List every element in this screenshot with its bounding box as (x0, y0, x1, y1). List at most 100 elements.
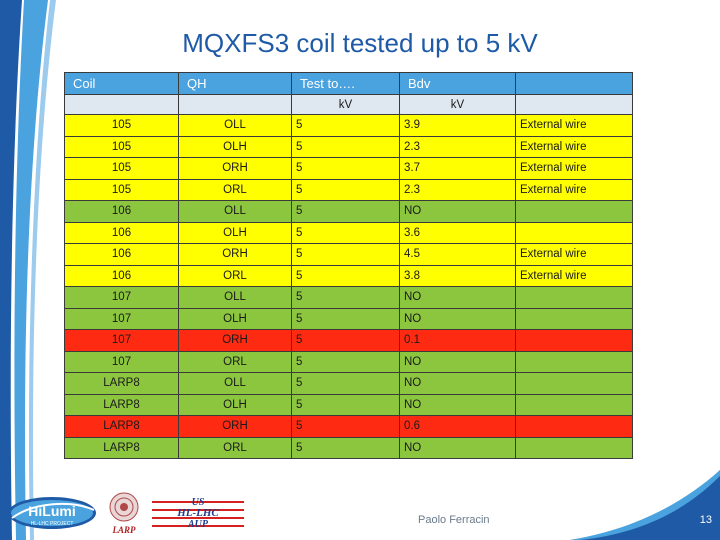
larp-logo: LARP (109, 492, 139, 535)
cell-coil: LARP8 (64, 393, 179, 416)
cell-note: External wire (515, 264, 633, 287)
hilumi-logo-text: HiLumi (28, 503, 75, 519)
cell-bdv: 3.8 (399, 264, 516, 287)
cell-test-to: 5 (291, 415, 400, 438)
table-row: LARP8 ORH 5 0.6 (64, 415, 633, 438)
cell-qh: ORL (178, 350, 292, 373)
cell-bdv: NO (399, 372, 516, 395)
header-test-to: Test to…. (291, 72, 400, 95)
coil-test-table: Coil QH Test to…. Bdv kV kV 105 OLL 5 3.9 Ex… (64, 72, 633, 459)
unit-qh (178, 94, 292, 115)
cell-qh: ORH (178, 415, 292, 438)
larp-logo-text: LARP (111, 525, 136, 535)
table-units-row: kV kV (64, 94, 633, 115)
cell-note (515, 415, 633, 438)
footer-author: Paolo Ferracin (418, 514, 490, 526)
table-row: 107 ORL 5 NO (64, 350, 633, 373)
cell-note (515, 436, 633, 459)
cell-test-to: 5 (291, 372, 400, 395)
table-row: LARP8 ORL 5 NO (64, 436, 633, 459)
us-hl-lhc-aup-logo: US HL-LHC AUP (152, 495, 244, 530)
slide-title: MQXFS3 coil tested up to 5 kV (182, 28, 538, 58)
cell-test-to: 5 (291, 436, 400, 459)
unit-coil (64, 94, 179, 115)
table-row: 106 ORH 5 4.5 External wire (64, 243, 633, 266)
cell-coil: 106 (64, 200, 179, 223)
table-row: 105 OLL 5 3.9 External wire (64, 114, 633, 137)
cell-note (515, 307, 633, 330)
cell-bdv: 2.3 (399, 178, 516, 201)
header-note (515, 72, 633, 95)
cell-qh: ORH (178, 157, 292, 180)
cell-note: External wire (515, 178, 633, 201)
cell-bdv: NO (399, 200, 516, 223)
cell-bdv: NO (399, 286, 516, 309)
cell-test-to: 5 (291, 221, 400, 244)
cell-qh: OLH (178, 307, 292, 330)
table-row: LARP8 OLL 5 NO (64, 372, 633, 395)
cell-coil: 107 (64, 350, 179, 373)
header-qh: QH (178, 72, 292, 95)
unit-note (515, 94, 633, 115)
cell-note (515, 329, 633, 352)
left-swoosh-decoration (0, 0, 56, 540)
page-number: 13 (699, 514, 712, 526)
cell-qh: OLL (178, 286, 292, 309)
table-body: 105 OLL 5 3.9 External wire 105 OLH 5 2.3 Externa… (64, 114, 633, 459)
unit-bdv: kV (399, 94, 516, 115)
cell-qh: OLH (178, 135, 292, 158)
cell-test-to: 5 (291, 329, 400, 352)
unit-test-to: kV (291, 94, 400, 115)
cell-test-to: 5 (291, 243, 400, 266)
cell-qh: ORH (178, 243, 292, 266)
corner-band-decoration (570, 470, 720, 540)
table-row: LARP8 OLH 5 NO (64, 393, 633, 416)
cell-qh: OLH (178, 393, 292, 416)
cell-coil: 106 (64, 221, 179, 244)
us-logo-line3: AUP (187, 519, 209, 530)
cell-test-to: 5 (291, 157, 400, 180)
cell-coil: 105 (64, 157, 179, 180)
cell-test-to: 5 (291, 114, 400, 137)
table-row: 107 OLL 5 NO (64, 286, 633, 309)
cell-coil: 105 (64, 114, 179, 137)
cell-test-to: 5 (291, 307, 400, 330)
hilumi-logo: HiLumi HL-LHC PROJECT (8, 497, 96, 529)
header-bdv: Bdv (399, 72, 516, 95)
cell-bdv: NO (399, 436, 516, 459)
cell-coil: 106 (64, 264, 179, 287)
cell-note (515, 221, 633, 244)
table-row: 105 ORL 5 2.3 External wire (64, 178, 633, 201)
cell-bdv: 4.5 (399, 243, 516, 266)
cell-test-to: 5 (291, 200, 400, 223)
cell-coil: LARP8 (64, 436, 179, 459)
cell-bdv: NO (399, 350, 516, 373)
cell-bdv: 0.6 (399, 415, 516, 438)
table-row: 105 OLH 5 2.3 External wire (64, 135, 633, 158)
cell-qh: ORH (178, 329, 292, 352)
cell-test-to: 5 (291, 264, 400, 287)
cell-note (515, 200, 633, 223)
cell-coil: 107 (64, 329, 179, 352)
cell-qh: ORL (178, 178, 292, 201)
cell-bdv: NO (399, 307, 516, 330)
cell-bdv: 2.3 (399, 135, 516, 158)
cell-qh: ORL (178, 264, 292, 287)
cell-note (515, 372, 633, 395)
cell-qh: OLL (178, 372, 292, 395)
cell-note (515, 350, 633, 373)
table-row: 105 ORH 5 3.7 External wire (64, 157, 633, 180)
us-logo-line2: HL-LHC (176, 507, 219, 519)
cell-bdv: 3.7 (399, 157, 516, 180)
table-row: 106 OLH 5 3.6 (64, 221, 633, 244)
table-row: 107 ORH 5 0.1 (64, 329, 633, 352)
cell-coil: LARP8 (64, 372, 179, 395)
cell-coil: 105 (64, 178, 179, 201)
us-logo-line1: US (192, 497, 205, 508)
cell-bdv: NO (399, 393, 516, 416)
cell-test-to: 5 (291, 135, 400, 158)
cell-bdv: 3.9 (399, 114, 516, 137)
cell-coil: LARP8 (64, 415, 179, 438)
table-row: 106 ORL 5 3.8 External wire (64, 264, 633, 287)
cell-coil: 105 (64, 135, 179, 158)
